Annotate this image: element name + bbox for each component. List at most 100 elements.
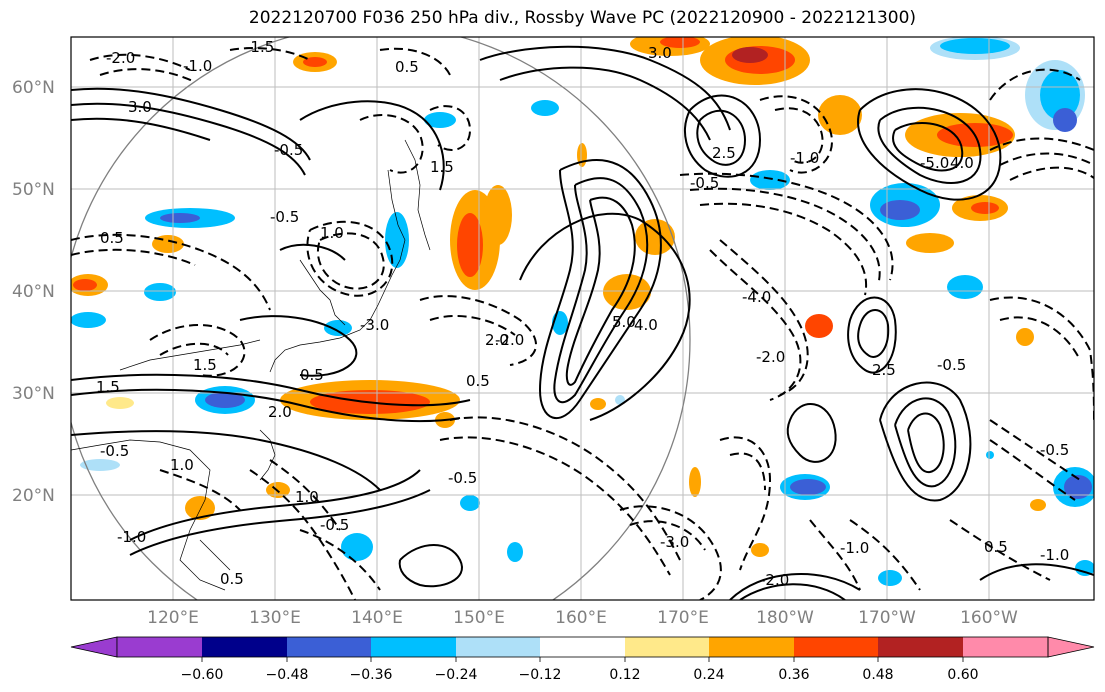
contour-label: -0.5 xyxy=(100,442,129,460)
colorbar-tick-label: 0.48 xyxy=(862,667,893,683)
contour-label: 1.0 xyxy=(295,488,319,506)
shade-blue xyxy=(324,320,352,336)
lon-label: 150°E xyxy=(453,608,505,628)
latitude-labels: 60°N 50°N 40°N 30°N 20°N xyxy=(12,78,55,506)
shade-blue xyxy=(507,542,523,562)
shade-blue xyxy=(940,38,1010,54)
lon-label: 130°E xyxy=(249,608,301,628)
colorbar-tick-label: −0.24 xyxy=(435,667,478,683)
shade-darkred xyxy=(732,47,768,63)
shade-red xyxy=(805,314,833,338)
contour-label: -0.5 xyxy=(690,174,719,192)
contour-label: 2.5 xyxy=(872,361,896,379)
contour-label: -1.0 xyxy=(790,149,819,167)
shade-orange xyxy=(635,219,675,255)
shade-royal xyxy=(1064,475,1092,499)
colorbar-tick-label: 0.36 xyxy=(778,667,809,683)
colorbar-segment xyxy=(625,637,709,657)
negative-contours xyxy=(71,47,1094,600)
lon-label: 170°E xyxy=(657,608,709,628)
shade-orange xyxy=(689,467,701,497)
contour-label: 0.5 xyxy=(300,366,324,384)
colorbar-right-arrow xyxy=(1047,636,1095,658)
plot-frame xyxy=(70,36,1095,601)
contour-label: 1.0 xyxy=(320,224,344,242)
lon-label: 170°W xyxy=(858,608,916,628)
contour-label: 0.5 xyxy=(984,538,1008,556)
shade-blue xyxy=(144,283,176,301)
contour-label: -0.5 xyxy=(448,469,477,487)
shade-royal xyxy=(790,479,826,495)
shade-orange xyxy=(1030,499,1046,511)
reference-circle xyxy=(71,37,691,600)
shade-blue xyxy=(424,112,456,128)
lat-label: 60°N xyxy=(12,78,55,98)
colorbar-segment xyxy=(456,637,540,657)
shade-blue xyxy=(1040,70,1080,120)
shade-blue xyxy=(385,212,409,268)
colorbar-tick-label: 0.60 xyxy=(947,667,978,683)
contour-label: 3.0 xyxy=(128,98,152,116)
shade-blue xyxy=(750,170,790,190)
contour-label: -5.0 xyxy=(920,154,949,172)
shade-red xyxy=(971,202,999,214)
shade-orange xyxy=(106,397,134,409)
colorbar-tick-label: 0.24 xyxy=(693,667,724,683)
lat-label: 40°N xyxy=(12,282,55,302)
shade-royal xyxy=(160,213,200,223)
shade-red xyxy=(457,213,483,277)
contour-label: -0.5 xyxy=(320,516,349,534)
shade-orange xyxy=(590,398,606,410)
colorbar-segment xyxy=(794,637,878,657)
shade-blue xyxy=(71,312,106,328)
shade-blue xyxy=(947,275,983,299)
shade-royal xyxy=(205,392,245,408)
map-title: 2022120700 F036 250 hPa div., Rossby Wav… xyxy=(248,8,917,28)
contour-label: 0.5 xyxy=(466,372,490,390)
contour-label: -2.0 xyxy=(495,331,524,349)
lon-label: 160°E xyxy=(555,608,607,628)
colorbar: −0.60 −0.48 −0.36 −0.24 −0.12 0.12 0.24 … xyxy=(70,636,1095,683)
colorbar-tick-label: −0.12 xyxy=(519,667,562,683)
colorbar-segment xyxy=(878,637,963,657)
contour-label: 4.0 xyxy=(950,154,974,172)
colorbar-segment xyxy=(202,637,287,657)
contour-label: -3.0 xyxy=(360,316,389,334)
shade-blue xyxy=(986,451,994,459)
colorbar-segment xyxy=(709,637,794,657)
contour-label: 2.5 xyxy=(712,144,736,162)
contour-label: -2.0 xyxy=(756,348,785,366)
contour-label: 0.5 xyxy=(220,570,244,588)
contour-label: 4.0 xyxy=(634,316,658,334)
contour-label: -0.5 xyxy=(270,208,299,226)
contour-label: -1.0 xyxy=(117,528,146,546)
shade-orange xyxy=(484,185,512,245)
lat-label: 30°N xyxy=(12,384,55,404)
lon-label: 180°W xyxy=(756,608,814,628)
colorbar-tick-label: 0.12 xyxy=(609,667,640,683)
colorbar-ticks xyxy=(201,657,964,662)
contour-label: 0.5 xyxy=(100,229,124,247)
contour-label: 1.5 xyxy=(96,378,120,396)
colorbar-segment xyxy=(287,637,371,657)
colorbar-tick-label: −0.60 xyxy=(181,667,224,683)
shade-blue xyxy=(878,570,902,586)
longitude-labels: 120°E 130°E 140°E 150°E 160°E 170°E 180°… xyxy=(147,608,1018,628)
contour-label: -1.0 xyxy=(1040,546,1069,564)
shade-blue xyxy=(1053,108,1077,132)
colorbar-frame xyxy=(116,636,1049,658)
contour-label: 1.5 xyxy=(430,158,454,176)
shade-red xyxy=(660,37,700,48)
contour-label: -0.5 xyxy=(937,356,966,374)
contour-label: 5.0 xyxy=(612,313,636,331)
shade-orange xyxy=(185,496,215,520)
contour-label: -2.0 xyxy=(760,571,789,589)
colorbar-tick-label: −0.48 xyxy=(266,667,309,683)
contour-label: 1.0 xyxy=(170,456,194,474)
shade-blue xyxy=(531,100,559,116)
lon-label: 140°E xyxy=(351,608,403,628)
shade-orange xyxy=(906,233,954,253)
contour-label: -3.0 xyxy=(660,533,689,551)
contour-labels: -1.5 -2.0 -1.0 0.5 3.0 3.0 -0.5 1.5 1.0 … xyxy=(96,38,1069,589)
